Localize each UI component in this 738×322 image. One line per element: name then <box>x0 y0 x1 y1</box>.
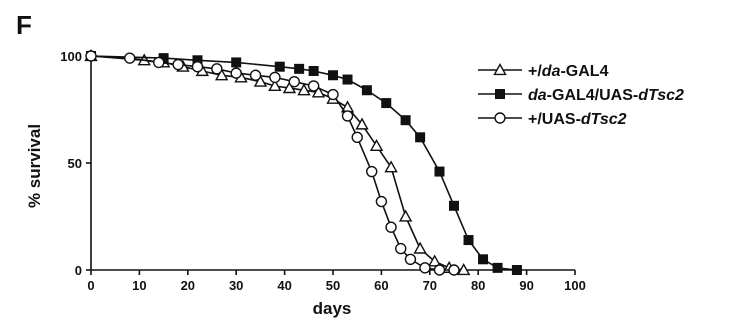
legend-item: da-GAL4/UAS-dTsc2 <box>478 87 684 104</box>
data-point <box>211 63 223 75</box>
data-point <box>398 209 413 222</box>
data-point <box>384 160 398 173</box>
legend-item: +/da-GAL4 <box>478 63 609 80</box>
data-point <box>214 68 229 81</box>
data-point <box>85 50 97 62</box>
data-point <box>434 166 445 177</box>
data-point <box>413 241 427 254</box>
data-point <box>124 52 136 64</box>
data-point <box>492 262 503 273</box>
data-point <box>307 80 320 92</box>
data-point <box>366 165 378 178</box>
data-point <box>297 83 311 96</box>
data-point <box>328 70 338 81</box>
data-point <box>342 74 353 85</box>
legend-label: +/UAS-dTsc2 <box>528 111 627 128</box>
y-tick-label: 100 <box>60 49 82 64</box>
data-point <box>269 71 281 84</box>
data-point <box>191 60 204 73</box>
data-point <box>311 85 326 98</box>
data-point <box>172 58 184 71</box>
data-point <box>433 264 446 276</box>
data-point <box>268 79 282 92</box>
data-point <box>249 69 262 81</box>
legend-marker <box>495 89 505 99</box>
data-point <box>327 88 339 101</box>
x-tick-label: 90 <box>519 278 533 293</box>
x-tick-label: 50 <box>326 278 340 293</box>
x-tick-label: 30 <box>229 278 243 293</box>
x-tick-label: 0 <box>87 278 94 293</box>
data-point <box>448 264 460 276</box>
legend-label: da-GAL4/UAS-dTsc2 <box>528 87 684 104</box>
data-point <box>274 61 285 72</box>
x-tick-label: 100 <box>564 278 586 293</box>
x-tick-label: 10 <box>132 278 146 293</box>
data-point <box>308 65 319 76</box>
data-point <box>449 200 459 211</box>
data-point <box>375 195 388 208</box>
data-point <box>341 110 354 122</box>
data-point <box>369 138 384 151</box>
data-point <box>288 75 300 88</box>
x-axis-title: days <box>313 299 352 318</box>
data-point <box>463 235 474 246</box>
legend-marker <box>493 63 507 76</box>
data-point <box>400 115 411 126</box>
data-point <box>395 242 407 255</box>
legend-item: +/UAS-dTsc2 <box>478 111 627 128</box>
data-point <box>231 57 242 68</box>
axes: 0 10 20 30 40 50 60 70 80 90 100 0 50 100 <box>60 49 586 293</box>
legend-label: +/da-GAL4 <box>528 63 609 80</box>
data-point <box>153 56 165 69</box>
data-point <box>381 98 392 109</box>
series-1 <box>84 49 471 276</box>
x-tick-label: 80 <box>471 278 485 293</box>
data-point <box>351 131 363 144</box>
series-layer <box>84 49 522 276</box>
data-point <box>355 117 369 130</box>
x-tick-label: 40 <box>277 278 291 293</box>
legend: +/da-GAL4 da-GAL4/UAS-dTsc2 +/UAS-dTsc2 <box>478 63 684 128</box>
data-point <box>230 67 242 79</box>
y-axis-title: % survival <box>25 124 44 208</box>
series-2 <box>86 51 522 275</box>
legend-marker <box>494 112 506 124</box>
data-point <box>478 254 489 265</box>
data-point <box>427 254 442 267</box>
x-tick-label: 70 <box>423 278 437 293</box>
data-point <box>419 262 431 274</box>
data-point <box>361 85 372 96</box>
y-tick-label: 0 <box>75 263 82 278</box>
series-line <box>90 55 454 271</box>
series-3 <box>85 50 460 276</box>
data-point <box>511 265 522 275</box>
x-tick-label: 20 <box>181 278 195 293</box>
data-point <box>385 221 397 233</box>
data-point <box>415 132 426 143</box>
x-tick-label: 60 <box>374 278 388 293</box>
panel-label: F <box>16 10 32 40</box>
data-point <box>294 63 305 74</box>
data-point <box>282 81 297 94</box>
data-point <box>253 74 268 87</box>
data-point <box>404 253 417 265</box>
y-tick-label: 50 <box>68 156 82 171</box>
data-point <box>456 263 471 276</box>
